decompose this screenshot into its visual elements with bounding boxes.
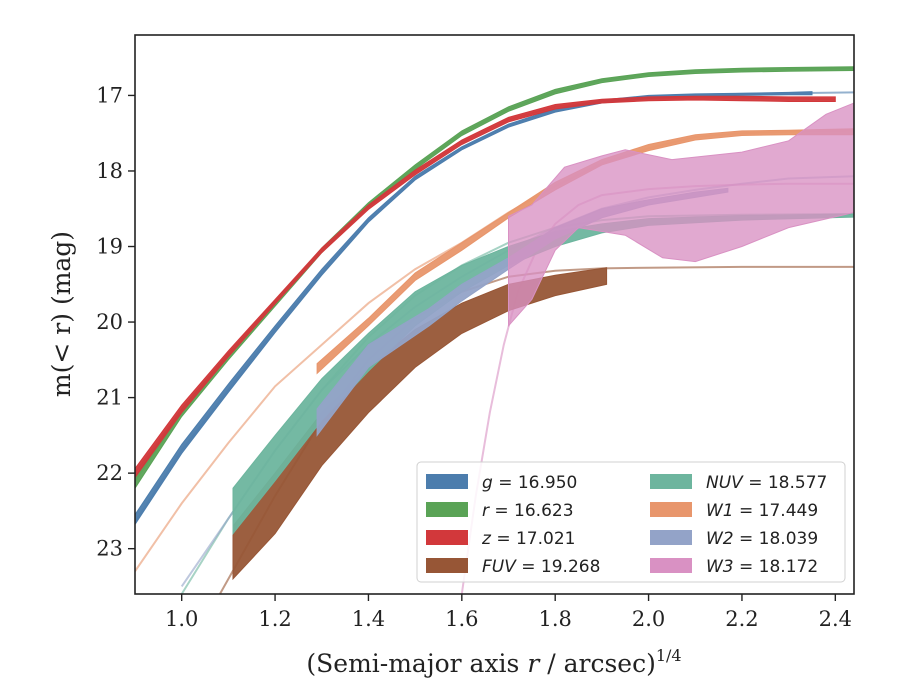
x-tick-label: 2.2 [725,607,758,631]
legend-label-fuv: FUV = 19.268 [482,557,600,577]
y-tick-label: 21 [96,386,123,410]
band-w3 [508,102,854,328]
legend-swatch-r [426,502,468,517]
band-w1 [316,128,854,375]
band-g [135,91,813,526]
legend-swatch-z [426,530,468,545]
legend: g = 16.950 r = 16.623 z = 17.021 FUV = 19.2… [416,461,846,583]
legend-label-w1: W1 = 17.449 [706,501,818,521]
x-tick-label: 1.6 [445,607,478,631]
y-tick-label: 18 [96,159,123,183]
legend-label-g: g = 16.950 [482,473,577,493]
y-tick-label: 19 [96,235,123,259]
legend-swatch-w1 [650,502,692,517]
legend-label-z: z = 17.021 [481,529,575,549]
legend-item-w3: W3 = 18.172 [650,557,818,577]
legend-label-w2: W2 = 18.039 [706,529,818,549]
y-tick-label: 23 [96,537,123,561]
legend-item-r: r = 16.623 [426,501,574,521]
x-tick-label: 2.0 [632,607,665,631]
y-axis-ticks: 17 18 19 20 21 22 23 [96,83,135,561]
x-axis-ticks: 1.0 1.2 1.4 1.6 1.8 2.0 2.2 2.4 [165,594,852,631]
legend-item-fuv: FUV = 19.268 [426,557,600,577]
legend-swatch-g [426,474,468,489]
x-tick-label: 2.4 [819,607,852,631]
x-tick-label: 1.4 [352,607,385,631]
legend-item-z: z = 17.021 [426,529,575,549]
legend-label-nuv: NUV = 18.577 [706,473,827,493]
legend-item-nuv: NUV = 18.577 [650,473,827,493]
x-tick-label: 1.0 [165,607,198,631]
legend-label-w3: W3 = 18.172 [706,557,818,577]
x-tick-label: 1.8 [538,607,571,631]
y-tick-label: 20 [96,310,123,334]
x-tick-label: 1.2 [258,607,291,631]
legend-label-r: r = 16.623 [482,501,574,521]
y-tick-label: 17 [96,83,123,107]
legend-item-w1: W1 = 17.449 [650,501,818,521]
band-z [135,95,836,479]
legend-box [416,461,846,583]
y-tick-label: 22 [96,461,123,485]
legend-swatch-w2 [650,530,692,545]
x-axis-title: (Semi-major axis r / arcsec)1/4 [306,646,681,678]
legend-swatch-w3 [650,558,692,573]
plot-frame [134,34,855,595]
y-axis-title: m(< r) (mag) [47,231,76,397]
legend-item-w2: W2 = 18.039 [650,529,818,549]
measured-bands-layer [135,66,854,581]
legend-swatch-fuv [426,558,468,573]
legend-item-g: g = 16.950 [426,473,577,493]
legend-swatch-nuv [650,474,692,489]
